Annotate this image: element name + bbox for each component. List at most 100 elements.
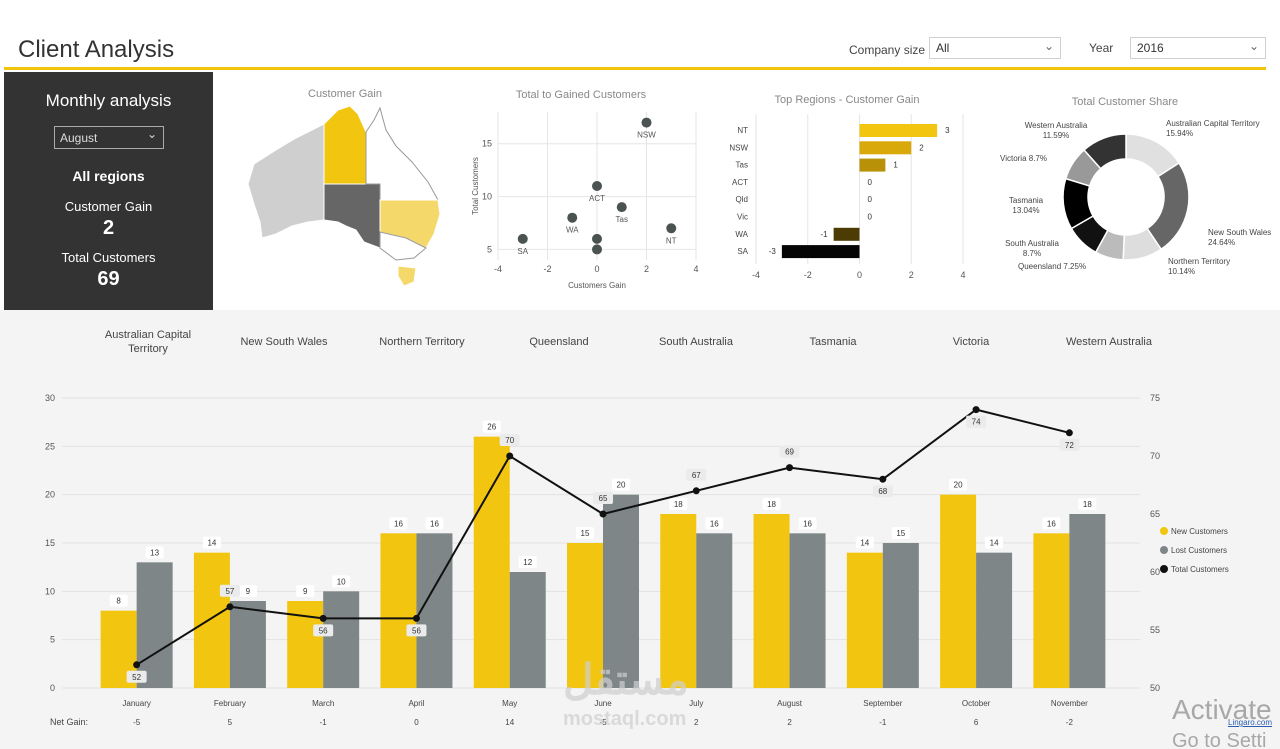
map-region-vic[interactable] bbox=[379, 231, 427, 261]
map-region-qld[interactable] bbox=[365, 106, 439, 201]
combo-bar-new bbox=[567, 543, 603, 688]
scatter-title: Total to Gained Customers bbox=[515, 89, 647, 101]
combo-y2tick: 70 bbox=[1150, 451, 1160, 461]
year-dropdown[interactable]: 2016 ⌄ bbox=[1130, 37, 1266, 59]
region-tab-nt[interactable]: Northern Territory bbox=[379, 336, 465, 348]
legend-label: Total Customers bbox=[1171, 565, 1229, 574]
region-tab-sa[interactable]: South Australia bbox=[659, 336, 733, 348]
donut-label-name: Northern Territory bbox=[1168, 257, 1230, 266]
region-tab-nsw[interactable]: New South Wales bbox=[240, 336, 328, 348]
combo-total-point bbox=[226, 603, 234, 611]
hbar-value-label: -1 bbox=[821, 230, 829, 239]
hbar-value-label: 0 bbox=[868, 178, 873, 187]
net-gain-value: -1 bbox=[320, 718, 328, 727]
combo-total-value: 65 bbox=[599, 494, 608, 503]
activate-windows-line2: Go to Setti bbox=[1172, 730, 1267, 749]
combo-category: April bbox=[408, 699, 424, 708]
legend-swatch bbox=[1160, 527, 1168, 535]
scatter-chart[interactable]: -4 -2 0 2 4 5 10 15 Customers Gain Total Customer… bbox=[462, 104, 712, 300]
combo-bar-new bbox=[380, 533, 417, 688]
combo-new-value: 14 bbox=[860, 539, 869, 548]
net-gain-value: -1 bbox=[879, 718, 887, 727]
combo-total-value: 72 bbox=[1065, 441, 1074, 450]
scatter-xtick: -4 bbox=[494, 264, 502, 274]
combo-ytick: 25 bbox=[45, 441, 55, 451]
map-region-wa[interactable] bbox=[247, 123, 325, 239]
combo-bar-lost bbox=[882, 543, 919, 688]
monthly-combo-chart[interactable]: 051015202530505560657075813January-5149F… bbox=[0, 380, 1280, 749]
combo-total-label-bg bbox=[872, 485, 893, 498]
combo-total-value: 68 bbox=[878, 487, 887, 496]
region-tab-qld[interactable]: Queensland bbox=[529, 336, 589, 348]
company-size-value: All bbox=[936, 41, 950, 55]
combo-category: March bbox=[312, 699, 334, 708]
combo-total-label-bg bbox=[499, 434, 520, 446]
combo-total-label-bg bbox=[686, 468, 707, 481]
combo-label-bg bbox=[855, 536, 874, 549]
hbar-category-label: Vic bbox=[737, 213, 748, 222]
combo-lost-value: 16 bbox=[710, 519, 719, 528]
region-tab-act[interactable]: Australian Capital Territory bbox=[104, 329, 192, 355]
donut-label-value: 13.04% bbox=[1012, 206, 1039, 215]
hbar-value-label: -3 bbox=[769, 247, 777, 256]
page-title: Client Analysis bbox=[18, 36, 175, 63]
region-label: All regions bbox=[72, 168, 145, 184]
donut-label-value: 8.7% bbox=[1023, 249, 1041, 258]
combo-bar-new bbox=[193, 552, 230, 688]
hbar-category-label: WA bbox=[735, 230, 748, 239]
combo-label-bg bbox=[145, 546, 164, 559]
combo-total-point bbox=[1065, 429, 1073, 437]
customer-gain-value: 2 bbox=[102, 217, 115, 239]
combo-category: May bbox=[502, 699, 517, 708]
net-gain-label: Net Gain: bbox=[50, 717, 88, 727]
hbar-category-label: NSW bbox=[729, 143, 748, 152]
combo-bar-lost bbox=[1069, 514, 1106, 688]
scatter-point bbox=[666, 223, 677, 234]
combo-label-bg bbox=[891, 527, 910, 539]
map-region-tas[interactable] bbox=[397, 265, 417, 287]
donut-label-value: 15.94% bbox=[1166, 129, 1193, 138]
combo-label-bg bbox=[238, 585, 257, 597]
combo-label-bg bbox=[389, 517, 408, 530]
combo-bar-new bbox=[660, 514, 697, 688]
region-tab-wa[interactable]: Western Australia bbox=[1065, 336, 1152, 348]
combo-ytick: 0 bbox=[50, 683, 55, 693]
company-size-dropdown[interactable]: All ⌄ bbox=[929, 37, 1061, 59]
map-region-sa[interactable] bbox=[323, 183, 381, 249]
scatter-point-label: NT bbox=[666, 236, 677, 245]
combo-ytick: 30 bbox=[45, 393, 55, 403]
net-gain-value: -2 bbox=[1066, 718, 1074, 727]
hbar-value-label: 2 bbox=[919, 143, 924, 152]
total-customers-value: 69 bbox=[97, 268, 120, 290]
combo-total-value: 74 bbox=[972, 418, 981, 427]
map-region-nt[interactable] bbox=[323, 105, 367, 185]
credit-link[interactable]: Lingaro.com bbox=[1228, 718, 1273, 727]
hbar-bar bbox=[859, 158, 886, 172]
combo-new-value: 18 bbox=[674, 500, 683, 509]
region-tab-tas[interactable]: Tasmania bbox=[809, 336, 857, 348]
scatter-point-label: WA bbox=[566, 226, 579, 235]
scatter-point bbox=[641, 117, 652, 128]
hbar-value-label: 1 bbox=[893, 161, 898, 170]
hbar-category-label: NT bbox=[737, 126, 748, 135]
scatter-xtick: 0 bbox=[594, 264, 599, 274]
combo-ytick: 10 bbox=[45, 586, 55, 596]
combo-total-label-bg bbox=[593, 492, 613, 504]
combo-lost-value: 20 bbox=[617, 481, 626, 490]
monthly-title: Monthly analysis bbox=[45, 91, 172, 110]
top-regions-chart[interactable]: -4 -2 0 2 4 NT 3 NSW 2 Tas 1 ACT 0 Qld 0 Vic 0 WA -1 SA -3 bbox=[720, 108, 980, 284]
legend-label: Lost Customers bbox=[1171, 546, 1227, 555]
scatter-point bbox=[592, 181, 602, 191]
legend-label: New Customers bbox=[1171, 527, 1228, 536]
combo-total-point bbox=[692, 487, 700, 495]
australia-map[interactable] bbox=[246, 102, 444, 290]
month-dropdown[interactable]: August ⌄ bbox=[54, 126, 164, 149]
combo-category: July bbox=[689, 699, 703, 708]
combo-total-label-bg bbox=[313, 624, 334, 637]
combo-label-bg bbox=[798, 517, 817, 530]
combo-bar-lost bbox=[696, 533, 733, 688]
region-tab-vic[interactable]: Victoria bbox=[952, 336, 990, 348]
combo-bar-new bbox=[940, 494, 977, 688]
combo-label-bg bbox=[985, 536, 1004, 549]
